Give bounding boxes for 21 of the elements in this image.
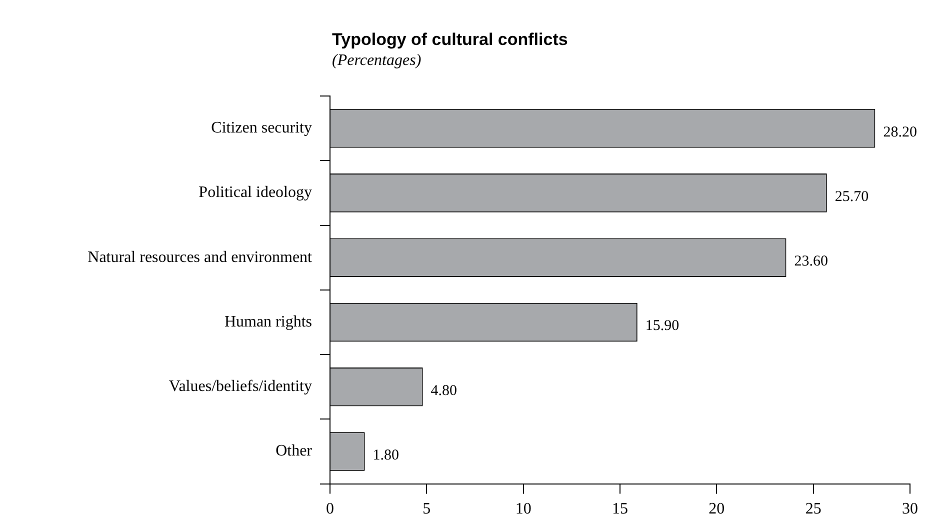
- data-label: 4.80: [430, 382, 458, 399]
- data-label: 28.20: [883, 124, 917, 140]
- y-tick-label: Natural resources and environment: [88, 248, 313, 266]
- x-tick-label: 30: [902, 500, 918, 518]
- data-label: 1.80: [372, 447, 400, 464]
- x-tick-label: 0: [326, 500, 334, 518]
- y-tick-label: Other: [276, 442, 313, 460]
- x-tick-label: 5: [422, 500, 431, 518]
- x-tick-label: 10: [515, 500, 532, 518]
- y-tick-label: Values/beliefs/identity: [168, 378, 312, 396]
- data-label: 25.70: [834, 188, 869, 205]
- y-tick-label: Human rights: [224, 313, 312, 330]
- x-tick-label: 15: [612, 500, 628, 518]
- x-tick-label: 20: [708, 500, 725, 518]
- x-tick-label: 25: [805, 500, 822, 518]
- chart-subtitle: (Percentages): [332, 52, 422, 70]
- data-label: 15.90: [645, 318, 680, 334]
- y-tick-label: Political ideology: [198, 184, 312, 202]
- data-label: 23.60: [794, 254, 828, 270]
- y-tick-label: Citizen security: [211, 120, 312, 137]
- chart-title: Typology of cultural conflicts: [332, 30, 568, 50]
